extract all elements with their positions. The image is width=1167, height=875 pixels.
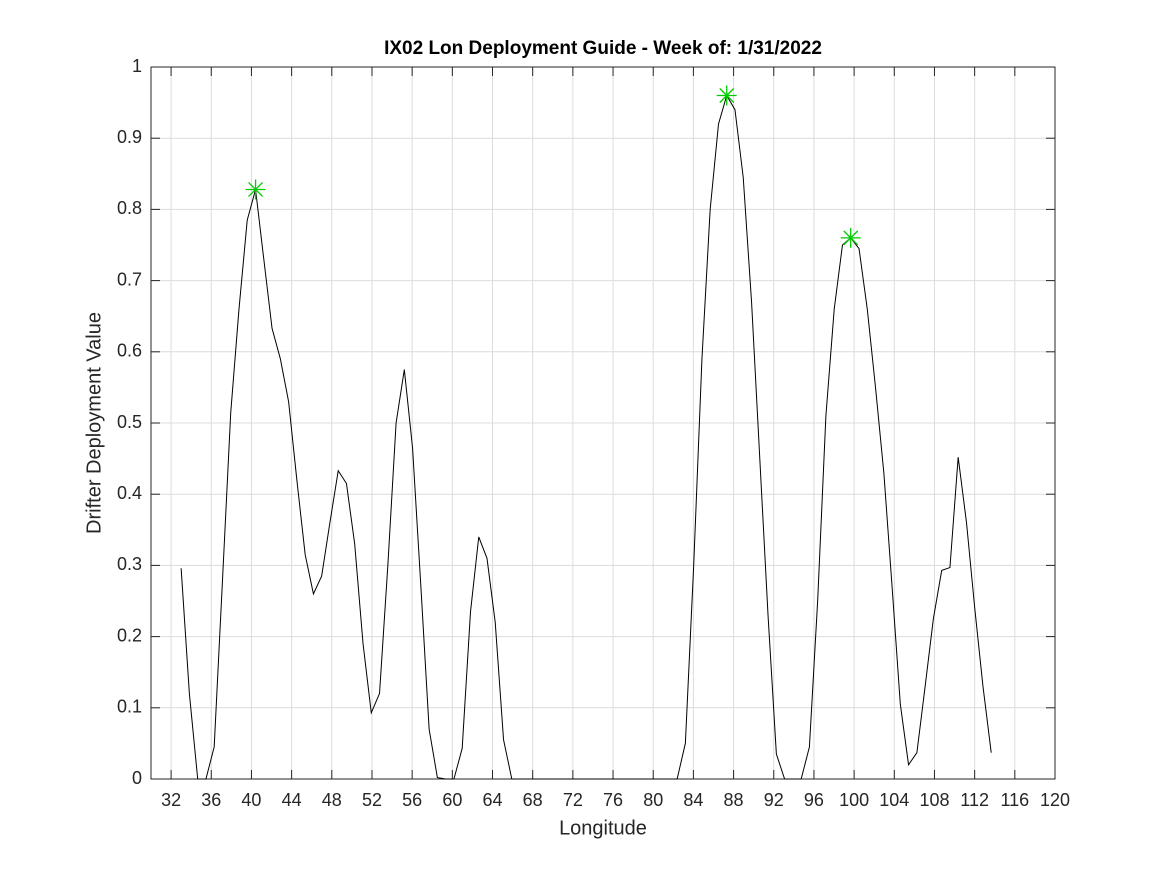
x-tick-label: 116 <box>1000 790 1029 810</box>
x-tick-label: 96 <box>804 790 824 810</box>
x-tick-label: 76 <box>603 790 623 810</box>
x-tick-label: 48 <box>322 790 342 810</box>
x-tick-label: 68 <box>523 790 543 810</box>
x-tick-label: 32 <box>161 790 181 810</box>
x-tick-label: 64 <box>482 790 502 810</box>
x-tick-label: 60 <box>442 790 462 810</box>
y-tick-label: 0 <box>132 768 142 788</box>
y-tick-label: 0.9 <box>117 127 142 147</box>
y-tick-label: 1 <box>132 56 142 76</box>
x-tick-label: 104 <box>879 790 909 810</box>
x-axis-label: Longitude <box>559 817 647 839</box>
y-tick-label: 0.6 <box>117 341 142 361</box>
data-line <box>180 94 992 780</box>
marker-stroke <box>843 230 859 246</box>
x-tick-label: 108 <box>919 790 949 810</box>
peak-marker <box>716 85 737 106</box>
y-axis-label: Drifter Deployment Value <box>83 312 105 534</box>
x-tick-label: 52 <box>362 790 382 810</box>
marker-stroke <box>248 182 264 197</box>
x-tick-label: 36 <box>201 790 221 810</box>
y-tick-label: 0.8 <box>117 198 142 218</box>
x-tick-label: 88 <box>724 790 744 810</box>
peak-marker <box>840 227 861 248</box>
x-tick-label: 100 <box>839 790 869 810</box>
x-tick-label: 40 <box>241 790 261 810</box>
y-tick-label: 0.2 <box>117 625 142 645</box>
y-tick-label: 0.1 <box>117 697 142 717</box>
x-tick-label: 84 <box>683 790 703 810</box>
chart-title: IX02 Lon Deployment Guide - Week of: 1/3… <box>384 38 822 59</box>
x-tick-label: 92 <box>764 790 784 810</box>
x-tick-label: 120 <box>1040 790 1070 810</box>
x-tick-label: 80 <box>643 790 663 810</box>
peak-marker <box>245 179 266 200</box>
x-tick-label: 112 <box>960 790 989 810</box>
marker-stroke <box>719 88 735 103</box>
x-tick-label: 44 <box>282 790 302 810</box>
y-tick-label: 0.7 <box>117 269 142 289</box>
y-tick-label: 0.4 <box>117 483 142 503</box>
y-tick-label: 0.3 <box>117 554 142 574</box>
y-tick-label: 0.5 <box>117 412 142 432</box>
x-tick-label: 56 <box>402 790 422 810</box>
x-tick-label: 72 <box>563 790 583 810</box>
